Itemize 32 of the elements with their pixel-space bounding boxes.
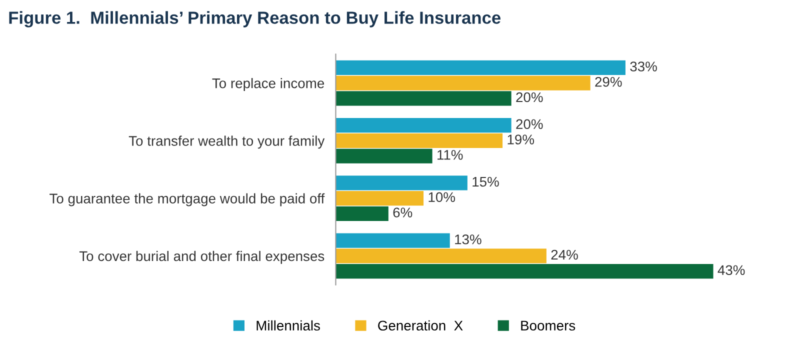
data-label: 19% bbox=[508, 134, 534, 144]
y-tick-label: To replace income bbox=[212, 78, 324, 91]
y-tick-label: To guarantee the mortgage would be paid off bbox=[50, 193, 325, 206]
data-label: 43% bbox=[718, 265, 745, 276]
legend-label: Generation X bbox=[378, 320, 463, 331]
bar bbox=[336, 233, 450, 248]
bar bbox=[336, 264, 714, 279]
bar bbox=[336, 176, 468, 190]
data-label: 24% bbox=[551, 250, 578, 260]
data-label: 15% bbox=[472, 176, 499, 187]
bar bbox=[336, 191, 424, 206]
data-label: 13% bbox=[455, 234, 482, 244]
data-label: 20% bbox=[516, 92, 543, 102]
data-label: 20% bbox=[516, 119, 543, 130]
bar bbox=[336, 133, 503, 148]
y-tick-label: To transfer wealth to your family bbox=[128, 136, 325, 149]
bar bbox=[336, 60, 626, 75]
data-label: 10% bbox=[428, 192, 456, 202]
bar bbox=[336, 248, 546, 264]
bar bbox=[336, 91, 512, 106]
data-label: 6% bbox=[393, 208, 412, 218]
bar bbox=[336, 76, 590, 90]
bar bbox=[336, 148, 432, 164]
y-tick-label: To cover burial and other final expenses bbox=[79, 250, 324, 264]
bar bbox=[336, 118, 512, 133]
data-label: 11% bbox=[438, 150, 463, 160]
legend-label: Boomers bbox=[521, 320, 576, 331]
legend-label: Millennials bbox=[256, 320, 320, 331]
data-label: 33% bbox=[630, 62, 657, 72]
data-label: 29% bbox=[595, 76, 622, 87]
bar bbox=[336, 206, 388, 221]
chart-title: Figure 1. Millennials’ Primary Reason to Buy Life Insurance bbox=[9, 11, 501, 28]
